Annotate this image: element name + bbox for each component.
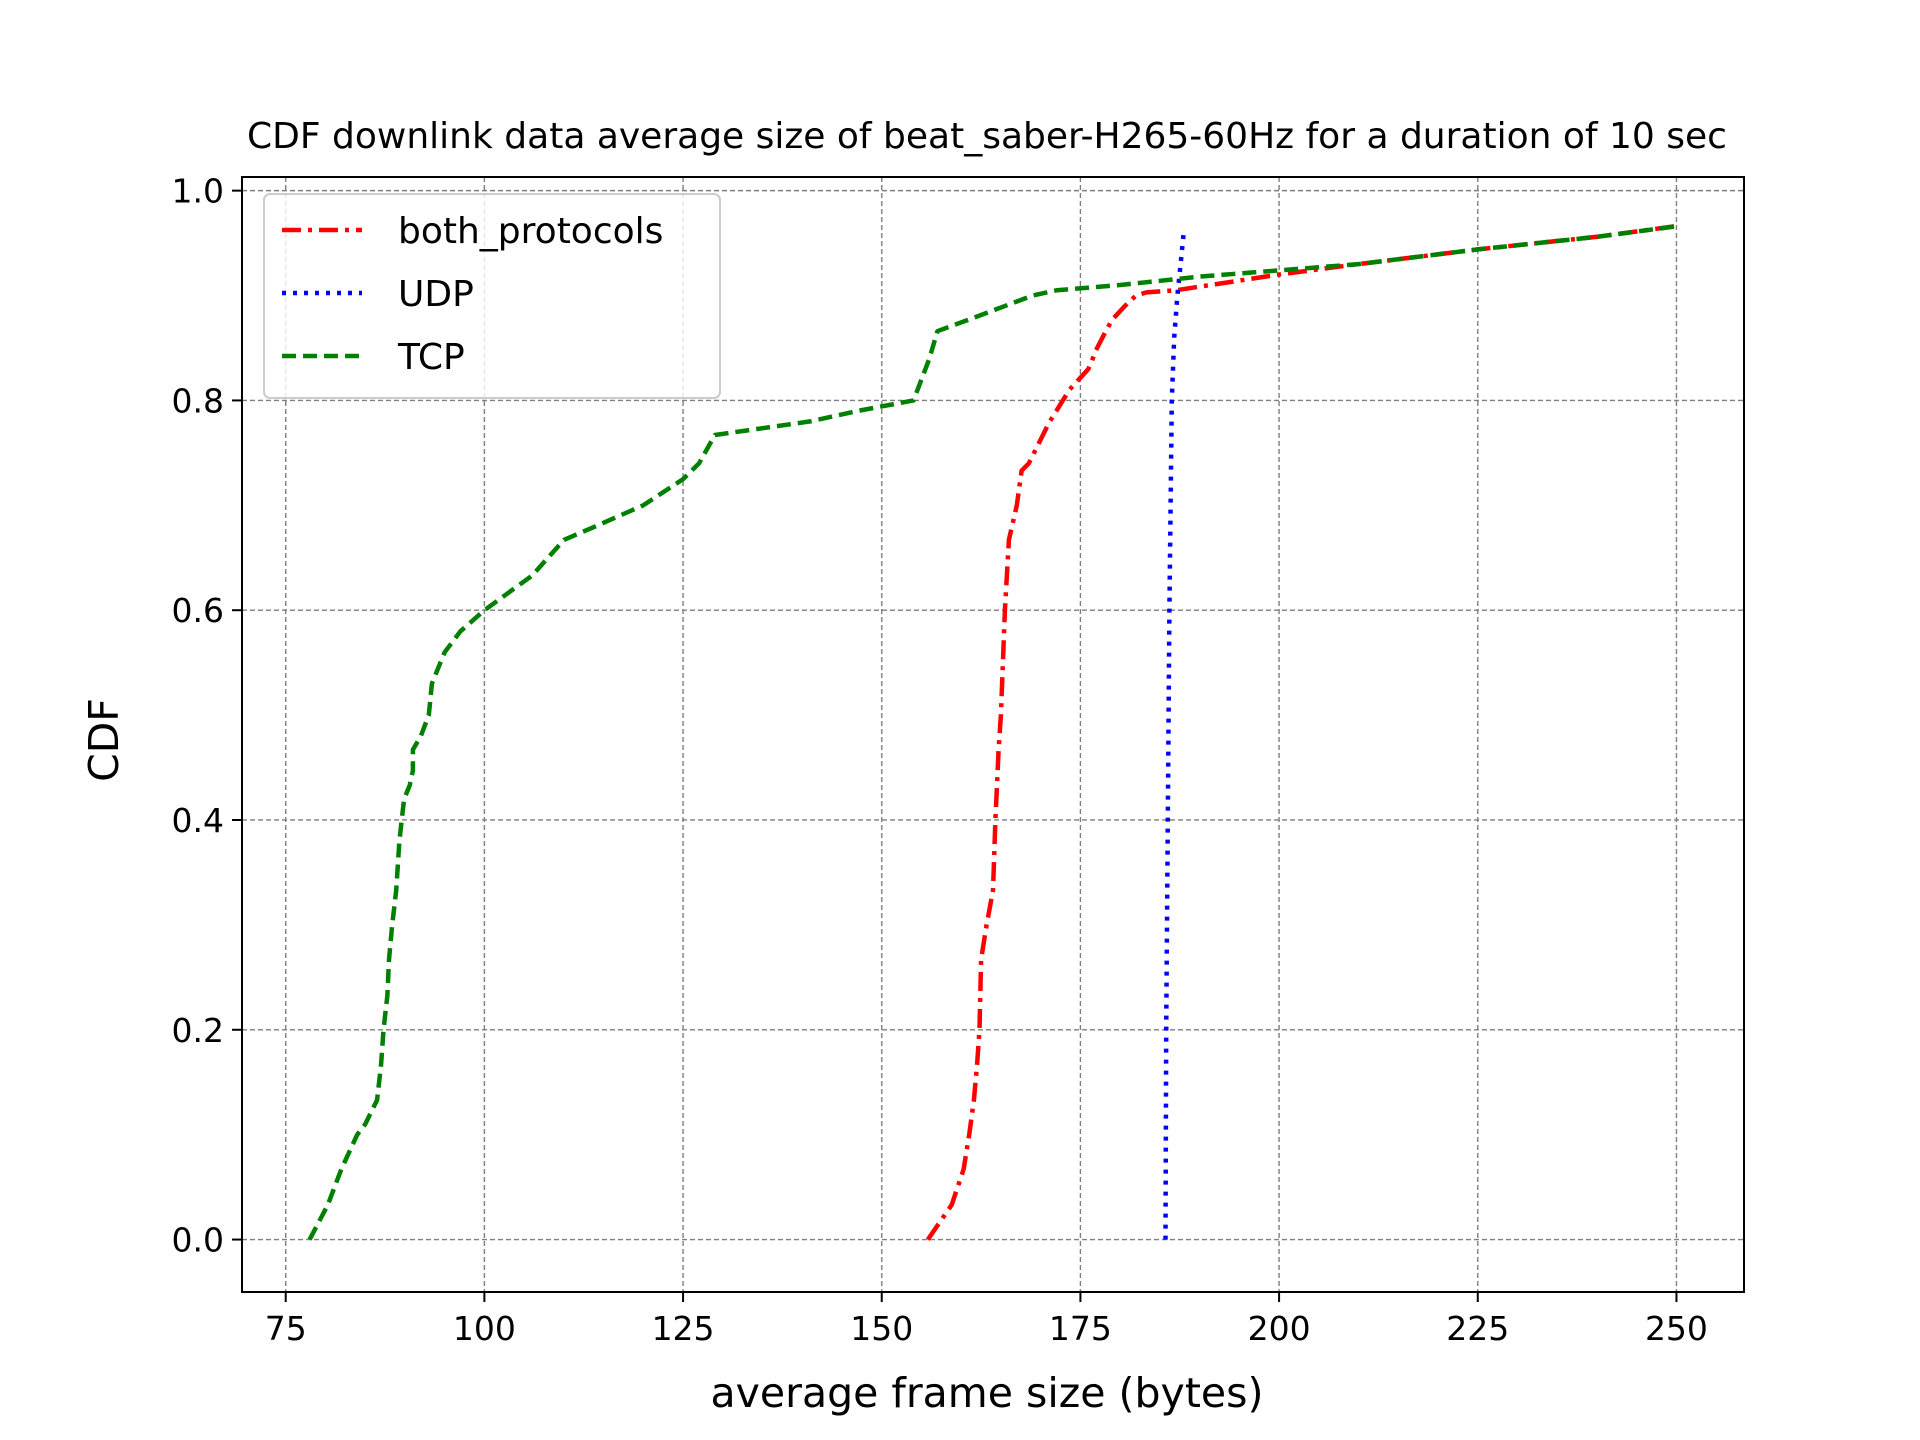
x-tick-label: 175 (1049, 1309, 1112, 1348)
y-tick-label: 0.0 (172, 1221, 224, 1260)
series-line-both-protocols (925, 224, 1676, 1241)
x-axis-label: average frame size (bytes) (711, 1369, 1264, 1417)
legend-entries: both_protocols UDP TCP (282, 211, 663, 378)
x-axis-ticks: 75 100 125 150 175 200 225 250 (265, 1292, 1708, 1348)
series-line-tcp (307, 224, 1677, 1241)
y-tick-label: 0.6 (172, 591, 224, 630)
y-axis-label: CDF (80, 698, 128, 782)
series-line-udp (1163, 232, 1186, 1240)
legend-box (263, 193, 721, 399)
legend: both_protocols UDP TCP (263, 193, 721, 399)
x-tick-label: 125 (652, 1309, 715, 1348)
x-tick-label: 100 (453, 1309, 516, 1348)
y-tick-label: 0.8 (172, 381, 224, 420)
x-tick-label: 225 (1446, 1309, 1509, 1348)
chart-title: CDF downlink data average size of beat_s… (247, 116, 1727, 157)
x-tick-label: 75 (265, 1309, 307, 1348)
x-tick-label: 150 (850, 1309, 913, 1348)
y-tick-label: 0.2 (172, 1011, 224, 1050)
y-tick-label: 1.0 (172, 172, 224, 211)
series-lines (307, 224, 1677, 1241)
legend-label: TCP (397, 337, 465, 378)
legend-label: both_protocols (398, 211, 663, 252)
x-tick-label: 250 (1645, 1309, 1708, 1348)
plot-frame (241, 176, 1745, 1293)
y-axis-ticks: 0.0 0.2 0.4 0.6 0.8 1.0 (172, 172, 242, 1260)
y-tick-label: 0.4 (172, 801, 224, 840)
x-tick-label: 200 (1248, 1309, 1311, 1348)
legend-label: UDP (398, 274, 474, 315)
